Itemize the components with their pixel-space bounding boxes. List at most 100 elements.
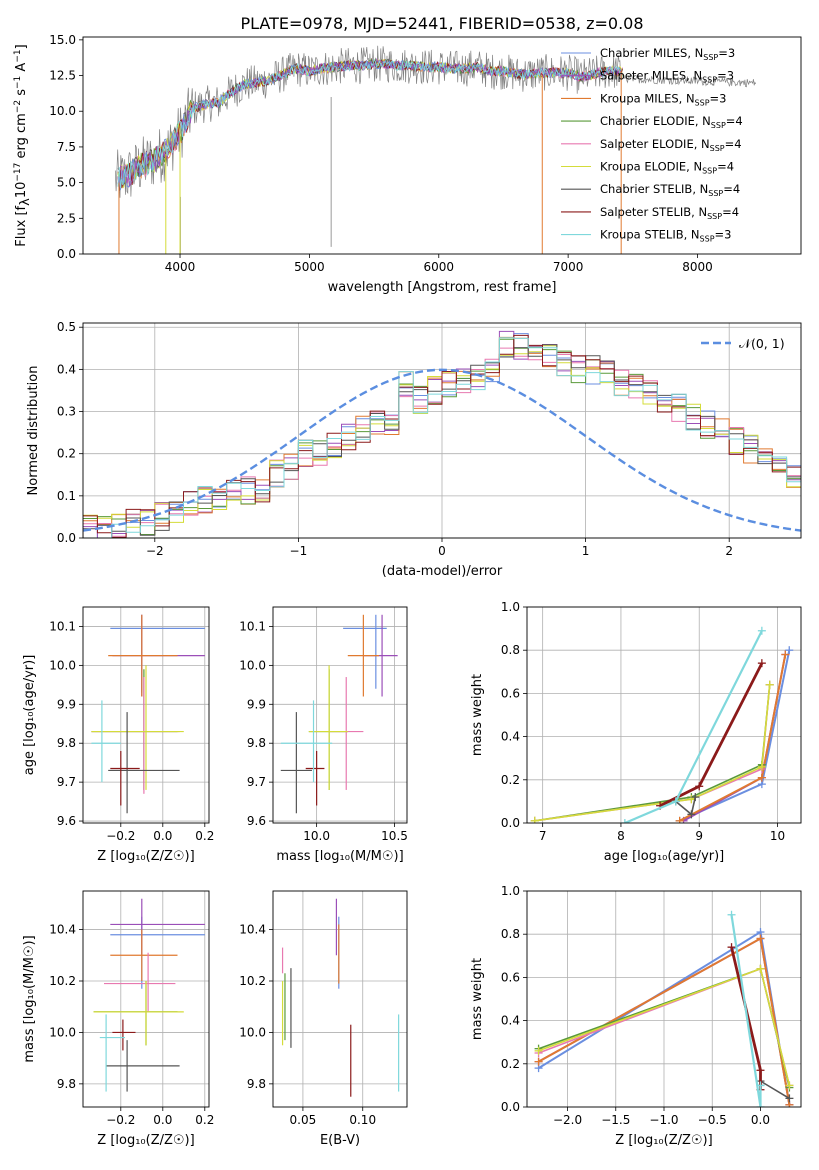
y-label-part: s xyxy=(14,89,29,100)
mass-weight-lines xyxy=(530,626,794,823)
y-tick-label: 0.4 xyxy=(501,730,520,744)
y-label-part: 10 xyxy=(14,182,29,199)
legend-label: Chabrier STELIB, NSSP=4 xyxy=(600,182,740,198)
axes-frame xyxy=(82,322,802,539)
x-tick-label: 6000 xyxy=(423,260,454,274)
y-tick-label: 12.5 xyxy=(49,69,76,83)
x-tick-label: 4000 xyxy=(165,260,196,274)
x-tick-label: −0.5 xyxy=(698,1113,727,1127)
legend-sub: SSP xyxy=(702,167,717,176)
legend-base: Chabrier MILES, N xyxy=(600,46,703,60)
y-tick-label: 10.2 xyxy=(49,974,76,988)
x-axis-label: Z [log₁₀(Z/Z☉)] xyxy=(97,1133,194,1148)
y-tick-label: 10.0 xyxy=(239,658,266,672)
x-axis-label: (data-model)/error xyxy=(382,564,503,579)
y-tick-label: 10.0 xyxy=(49,104,76,118)
y-tick-label: 2.5 xyxy=(57,211,76,225)
y-tick-label: 1.0 xyxy=(501,884,520,898)
legend-sub: SSP xyxy=(707,212,722,221)
axes-frame xyxy=(82,36,802,255)
y-label-part: λ xyxy=(18,198,33,206)
x-tick-label: 0.2 xyxy=(195,1113,214,1127)
y-tick-label: 9.9 xyxy=(247,697,266,711)
x-tick-label: 0.10 xyxy=(349,1113,376,1127)
mass-weight-line xyxy=(534,684,771,822)
legend-base: Kroupa ELODIE, N xyxy=(600,160,702,174)
y-tick-label: 9.8 xyxy=(247,1077,266,1091)
age-vs-Z-panel: −0.2 0.0 0.2 9.6 9.7 9.8 9.9 10.0 10.1 Z [log₁₀(Z… xyxy=(22,606,214,864)
x-tick-label: −1 xyxy=(290,544,308,558)
legend-label: Salpeter MILES, NSSP=3 xyxy=(600,69,734,85)
legend-label: Kroupa MILES, NSSP=3 xyxy=(600,91,726,107)
legend-tail: =3 xyxy=(718,46,735,60)
mass-vs-Z-panel: −0.2 0.0 0.2 9.8 10.0 10.2 10.4 Z [log₁₀(Z/Z☉)]… xyxy=(22,890,214,1148)
error-bars xyxy=(280,614,398,814)
legend-base: Salpeter STELIB, N xyxy=(600,205,707,219)
y-tick-label: 0.5 xyxy=(57,320,76,334)
y-label-part: −1 xyxy=(13,76,23,89)
y-tick-label: 0.8 xyxy=(501,643,520,657)
x-tick-label: 0.0 xyxy=(751,1113,770,1127)
y-tick-label: 0.3 xyxy=(57,405,76,419)
axes-frame xyxy=(82,606,210,824)
x-tick-label: −2.0 xyxy=(553,1113,582,1127)
legend-sub: SSP xyxy=(703,53,718,62)
y-tick-label: 0.4 xyxy=(57,362,76,376)
x-tick-label: 2 xyxy=(725,544,733,558)
error-bars xyxy=(93,898,205,1092)
y-tick-label: 10.0 xyxy=(239,1025,266,1039)
x-tick-label: −0.2 xyxy=(106,1113,135,1127)
y-axis-label: mass weight xyxy=(470,674,485,756)
residual-histogram xyxy=(83,337,801,538)
x-tick-label: 7 xyxy=(539,829,547,843)
x-tick-label: 1 xyxy=(582,544,590,558)
residuals-panel: −2 −1 0 1 2 0.0 0.1 0.2 0.3 0.4 0.5 (data-model)/er… xyxy=(26,320,802,579)
legend-label: Salpeter ELODIE, NSSP=4 xyxy=(600,137,742,153)
x-tick-label: −1.0 xyxy=(649,1113,678,1127)
legend-tail: =3 xyxy=(710,91,727,105)
y-label-part: erg cm xyxy=(14,113,29,162)
legend-tail: =4 xyxy=(726,114,743,128)
x-tick-label: 8 xyxy=(617,829,625,843)
y-tick-label: 9.9 xyxy=(57,697,76,711)
y-axis-label: mass [log₁₀(M/M☉)] xyxy=(22,935,37,1062)
x-tick-label: 9 xyxy=(695,829,703,843)
legend-label: Chabrier ELODIE, NSSP=4 xyxy=(600,114,743,130)
legend-sub: SSP xyxy=(708,189,723,198)
x-tick-label: −2 xyxy=(146,544,164,558)
y-tick-label: 9.8 xyxy=(57,1077,76,1091)
legend-tail: =4 xyxy=(725,137,742,151)
y-tick-label: 0.2 xyxy=(501,1057,520,1071)
x-tick-label: 10 xyxy=(770,829,785,843)
y-tick-label: 15.0 xyxy=(49,33,76,47)
y-tick-label: 9.8 xyxy=(247,736,266,750)
y-axis-label: Normed distribution xyxy=(26,366,41,496)
legend-tail: =4 xyxy=(723,182,740,196)
legend-label: Salpeter STELIB, NSSP=4 xyxy=(600,205,739,221)
x-tick-label: 8000 xyxy=(682,260,713,274)
y-tick-label: 1.0 xyxy=(501,600,520,614)
mass-weight-lines xyxy=(534,910,794,1107)
y-tick-label: 10.0 xyxy=(49,1025,76,1039)
plot-panels: 4000 5000 6000 7000 80000.02.55.07.510.012.5… xyxy=(13,33,802,1148)
x-tick-label: 10.0 xyxy=(303,829,330,843)
legend-sub: SSP xyxy=(710,144,725,153)
axes-frame xyxy=(526,890,802,1108)
y-tick-label: 0.2 xyxy=(501,773,520,787)
legend-label: Kroupa ELODIE, NSSP=4 xyxy=(600,160,734,176)
y-tick-label: 0.1 xyxy=(57,489,76,503)
y-tick-label: 5.0 xyxy=(57,176,76,190)
legend-sub: SSP xyxy=(700,235,715,244)
legend-base: Chabrier ELODIE, N xyxy=(600,114,711,128)
y-tick-label: 7.5 xyxy=(57,140,76,154)
x-axis-label: age [log₁₀(age/yr)] xyxy=(604,849,725,864)
spectrum-lines xyxy=(114,45,757,254)
x-axis-label: Z [log₁₀(Z/Z☉)] xyxy=(97,849,194,864)
y-axis-label: age [log₁₀(age/yr)] xyxy=(22,655,37,776)
y-tick-label: 0.4 xyxy=(501,1014,520,1028)
x-tick-label: 5000 xyxy=(294,260,325,274)
legend-label: Kroupa STELIB, NSSP=3 xyxy=(600,228,731,244)
x-axis-label: mass [log₁₀(M/M☉)] xyxy=(276,849,403,864)
